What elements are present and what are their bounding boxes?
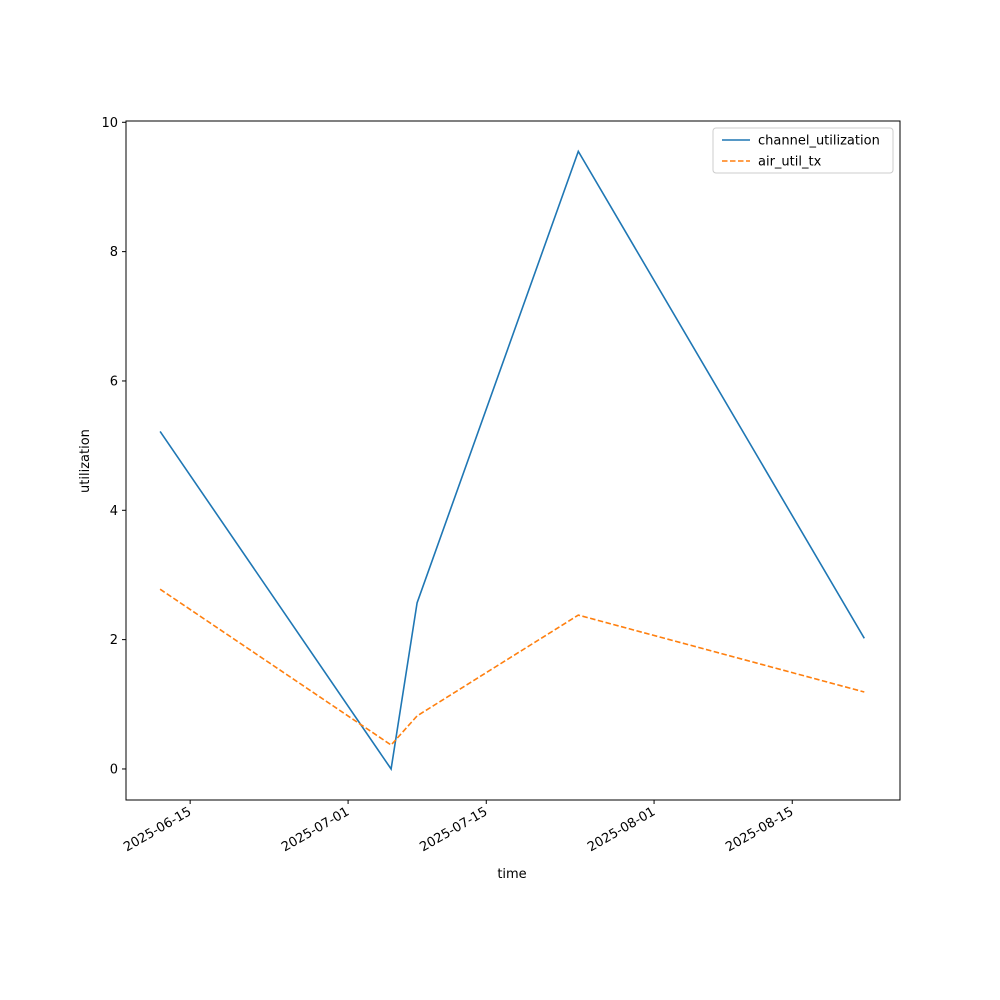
y-tick-label: 8 [110, 245, 118, 260]
y-tick-label: 6 [110, 374, 118, 389]
y-axis-label: utilization [78, 429, 93, 493]
plot-frame [125, 120, 901, 801]
y-tick-label: 0 [110, 762, 118, 777]
series-line-channel_utilization [159, 149, 865, 772]
legend-label: channel_utilization [758, 134, 880, 149]
y-tick-label: 10 [101, 116, 118, 131]
legend-box [712, 127, 894, 174]
y-tick-label: 4 [110, 504, 118, 519]
y-tick-label: 2 [110, 633, 118, 648]
legend-label: air_util_tx [758, 155, 822, 170]
series-line-air_util_tx [159, 588, 865, 747]
x-axis-label: time [497, 867, 526, 882]
